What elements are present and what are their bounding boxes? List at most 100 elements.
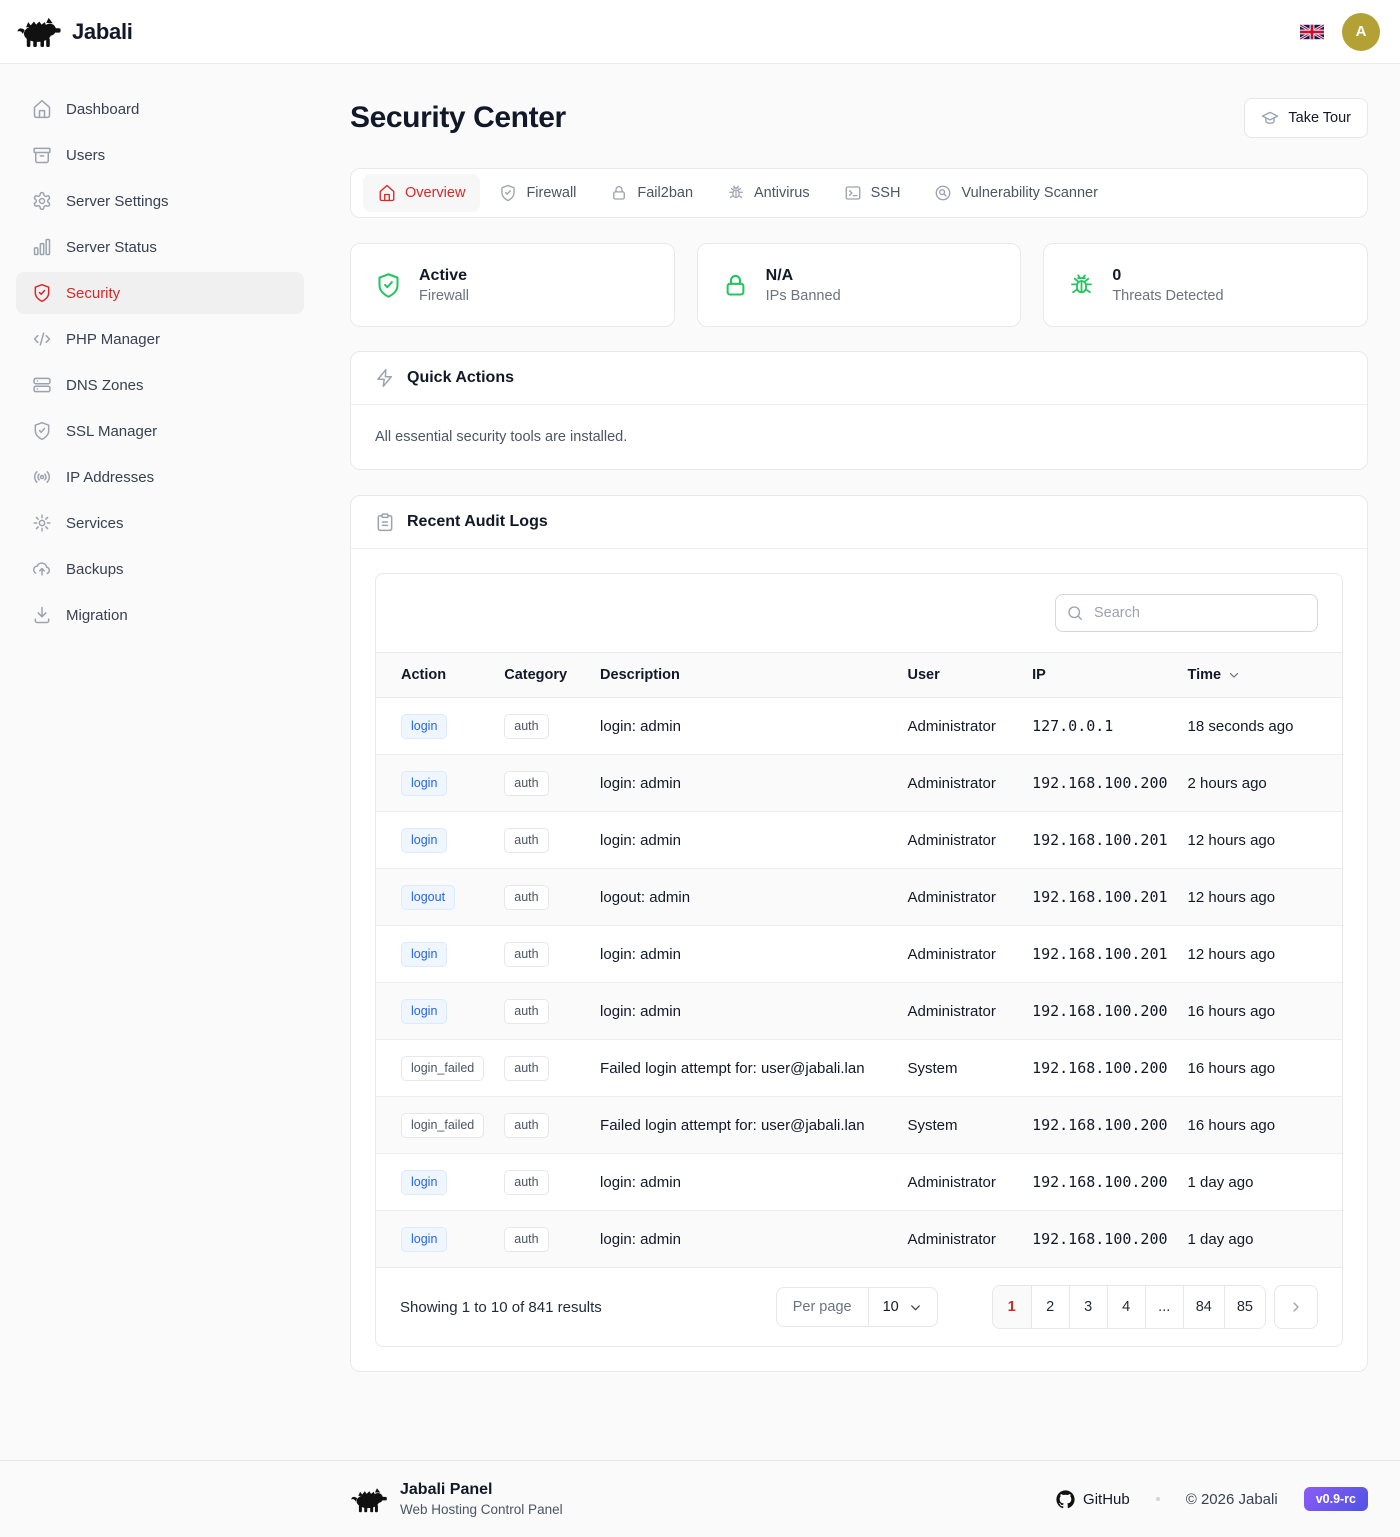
take-tour-button[interactable]: Take Tour [1244, 98, 1368, 138]
log-ip: 192.168.100.200 [1022, 1039, 1178, 1097]
sidebar-item-ip-addresses[interactable]: IP Addresses [16, 456, 304, 498]
audit-table: Action Category Description User IP Time [376, 652, 1342, 1268]
sidebar-item-security[interactable]: Security [16, 272, 304, 314]
shield-check-icon [501, 184, 516, 202]
sidebar-item-ssl-manager[interactable]: SSL Manager [16, 410, 304, 452]
tab-fail2ban[interactable]: Fail2ban [595, 174, 708, 212]
action-badge[interactable]: login [401, 770, 448, 796]
category-badge: auth [504, 1112, 549, 1138]
page-title: Security Center [350, 101, 566, 134]
shield-check-icon [34, 421, 50, 441]
sidebar-item-services[interactable]: Services [16, 502, 304, 544]
page-button-2[interactable]: 2 [1030, 1286, 1069, 1328]
cloud-upload-icon [32, 562, 50, 576]
copyright: © 2026 Jabali [1185, 1490, 1278, 1508]
server-icon [33, 377, 51, 393]
sidebar-item-php-manager[interactable]: PHP Manager [16, 318, 304, 360]
log-user: Administrator [897, 1210, 1023, 1268]
action-badge[interactable]: login [401, 941, 448, 967]
sidebar-item-dns-zones[interactable]: DNS Zones [16, 364, 304, 406]
search-input[interactable] [1055, 594, 1318, 632]
action-badge[interactable]: login [401, 998, 448, 1024]
terminal-icon [845, 186, 861, 200]
avatar[interactable]: A [1342, 12, 1380, 51]
log-time: 12 hours ago [1177, 811, 1342, 869]
footer-app-name: Jabali Panel [400, 1481, 493, 1498]
tab-ssh[interactable]: SSH [829, 174, 916, 212]
action-badge[interactable]: login [401, 1226, 448, 1252]
page-button-3[interactable]: 3 [1068, 1286, 1107, 1328]
column-header-description: Description [590, 652, 898, 698]
log-description: login: admin [590, 982, 898, 1040]
tab-vulnerability-scanner[interactable]: Vulnerability Scanner [919, 174, 1112, 212]
sidebar-item-label: Backups [66, 560, 124, 578]
brand[interactable]: Jabali [16, 15, 133, 48]
pagination: 1 2 3 4 ... 84 85 [991, 1285, 1318, 1329]
page-button-1[interactable]: 1 [992, 1286, 1031, 1328]
sidebar-item-label: IP Addresses [66, 468, 155, 486]
log-time: 2 hours ago [1177, 754, 1342, 812]
log-description: login: admin [590, 754, 898, 812]
audit-logs-card: Recent Audit Logs Action Cat [350, 495, 1368, 1372]
audit-table-container: Action Category Description User IP Time [375, 573, 1343, 1347]
category-badge: auth [504, 1169, 549, 1195]
page-button-84[interactable]: 84 [1182, 1286, 1224, 1328]
tab-firewall[interactable]: Firewall [484, 174, 591, 212]
log-ip: 192.168.100.200 [1022, 1153, 1178, 1211]
action-badge[interactable]: logout [401, 884, 456, 910]
log-time: 1 day ago [1177, 1210, 1342, 1268]
table-footer: Showing 1 to 10 of 841 results Per page … [376, 1268, 1342, 1346]
log-description: Failed login attempt for: user@jabali.la… [590, 1039, 898, 1097]
page-button-4[interactable]: 4 [1106, 1286, 1145, 1328]
stat-label: Firewall [419, 287, 469, 304]
log-user: Administrator [897, 1153, 1023, 1211]
sidebar-item-dashboard[interactable]: Dashboard [16, 88, 304, 130]
log-ip: 192.168.100.200 [1022, 1096, 1178, 1154]
table-row: login_failed auth Failed login attempt f… [376, 1039, 1342, 1097]
bug-icon [1071, 273, 1093, 293]
jabali-boar-logo-icon [351, 1487, 387, 1512]
github-link[interactable]: GitHub [1056, 1489, 1130, 1509]
brand-name: Jabali [72, 18, 133, 44]
action-badge[interactable]: login [401, 1169, 448, 1195]
language-flag-icon[interactable] [1300, 23, 1324, 40]
stat-value: N/A [765, 266, 794, 284]
sidebar-item-migration[interactable]: Migration [16, 594, 304, 636]
action-badge[interactable]: login_failed [401, 1055, 485, 1081]
per-page-select[interactable]: 10 [869, 1288, 937, 1326]
log-ip: 192.168.100.200 [1022, 754, 1178, 812]
version-badge[interactable]: v0.9-rc [1303, 1487, 1368, 1511]
action-badge[interactable]: login [401, 827, 448, 853]
topbar: Jabali A [0, 0, 1400, 64]
sidebar-item-users[interactable]: Users [16, 134, 304, 176]
column-header-time: Time [1177, 652, 1342, 698]
sidebar-item-server-status[interactable]: Server Status [16, 226, 304, 268]
github-icon [1056, 1489, 1075, 1508]
category-badge: auth [504, 1226, 549, 1252]
log-description: Failed login attempt for: user@jabali.la… [590, 1096, 898, 1154]
chevron-down-icon [910, 1304, 920, 1310]
action-badge[interactable]: login_failed [401, 1112, 485, 1138]
table-row: login_failed auth Failed login attempt f… [376, 1096, 1342, 1154]
graduation-cap-icon [1262, 111, 1279, 124]
sidebar-item-server-settings[interactable]: Server Settings [16, 180, 304, 222]
page-button-85[interactable]: 85 [1223, 1286, 1265, 1328]
category-badge: auth [504, 998, 549, 1024]
tab-overview[interactable]: Overview [363, 174, 481, 212]
tab-antivirus[interactable]: Antivirus [712, 174, 825, 212]
log-user: Administrator [897, 754, 1023, 812]
next-page-button[interactable] [1274, 1285, 1318, 1329]
shield-check-icon [34, 283, 50, 303]
home-icon [33, 99, 51, 119]
sidebar-item-backups[interactable]: Backups [16, 548, 304, 590]
action-badge[interactable]: login [401, 713, 448, 739]
log-user: Administrator [897, 697, 1023, 755]
stat-value: Active [419, 266, 468, 284]
archive-icon [33, 147, 51, 164]
sidebar-item-label: Server Status [66, 238, 157, 256]
sort-time[interactable]: Time [1188, 667, 1242, 683]
log-time: 12 hours ago [1177, 868, 1342, 926]
column-header-user: User [897, 652, 1023, 698]
section-title: Quick Actions [407, 369, 514, 386]
sidebar: Dashboard Users Server Settings Server S… [0, 64, 320, 664]
